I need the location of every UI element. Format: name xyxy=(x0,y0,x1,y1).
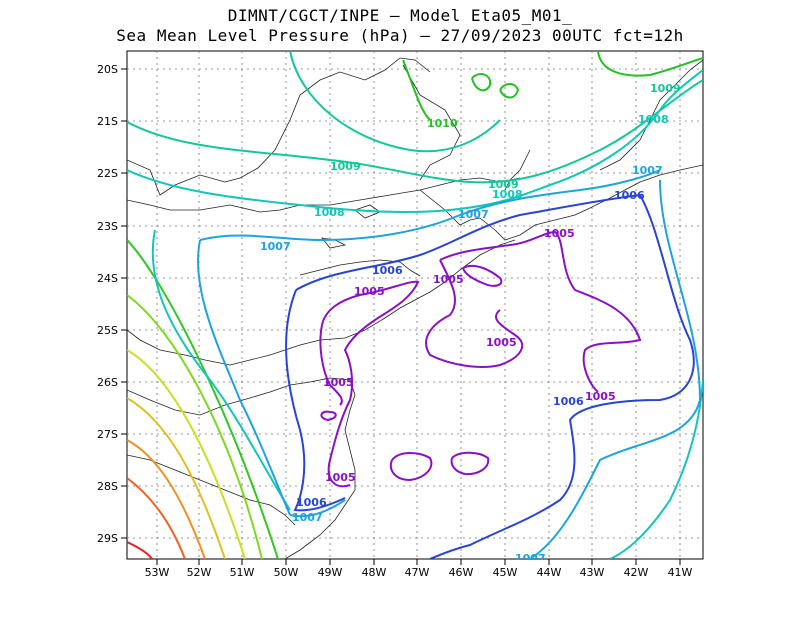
lon-labels: 53W 52W 51W 50W 49W 48W 47W 46W 45W 44W … xyxy=(145,566,693,579)
contour-label: 1006 xyxy=(296,496,327,509)
lon-label: 41W xyxy=(668,566,693,579)
lon-label: 52W xyxy=(187,566,212,579)
lat-label: 22S xyxy=(97,167,118,180)
plot-frame xyxy=(126,50,704,560)
contour-label: 1006 xyxy=(614,189,645,202)
lon-label: 46W xyxy=(449,566,474,579)
contour-label: 1007 xyxy=(292,511,323,524)
contour-label: 1005 xyxy=(486,336,517,349)
contour-label: 1005 xyxy=(544,227,575,240)
lon-label: 47W xyxy=(405,566,430,579)
contour-label: 1009 xyxy=(330,160,361,173)
lat-label: 24S xyxy=(97,272,118,285)
lon-label: 50W xyxy=(274,566,299,579)
chart-title: DIMNT/CGCT/INPE – Model Eta05_M01_ xyxy=(227,6,573,25)
lat-label: 26S xyxy=(97,376,118,389)
contour-label: 1009 xyxy=(488,178,519,191)
contour-label: 1010 xyxy=(427,117,458,130)
lat-label: 29S xyxy=(97,532,118,545)
contour-label: 1005 xyxy=(323,376,354,389)
contour-label: 1007 xyxy=(632,164,663,177)
contour-label: 1005 xyxy=(585,390,616,403)
lon-label: 51W xyxy=(230,566,255,579)
lat-label: 28S xyxy=(97,480,118,493)
contour-label: 1006 xyxy=(372,264,403,277)
contour-label: 1005 xyxy=(433,273,464,286)
tick-marks xyxy=(121,68,681,565)
lat-label: 20S xyxy=(97,63,118,76)
lat-label: 23S xyxy=(97,220,118,233)
contour-label: 1006 xyxy=(553,395,584,408)
lat-label: 27S xyxy=(97,428,118,441)
contour-label: 1008 xyxy=(638,113,669,126)
lat-label: 25S xyxy=(97,324,118,337)
contour-label: 1007 xyxy=(515,552,546,565)
contour-label: 1007 xyxy=(260,240,291,253)
contour-label: 1009 xyxy=(650,82,681,95)
graticule xyxy=(127,51,703,559)
contour-label: 1005 xyxy=(354,285,385,298)
lon-label: 43W xyxy=(580,566,605,579)
lat-labels: 20S 21S 22S 23S 24S 25S 26S 27S 28S 29S xyxy=(97,63,118,545)
lat-label: 21S xyxy=(97,115,118,128)
contour-label: 1007 xyxy=(458,208,489,221)
lon-label: 44W xyxy=(537,566,562,579)
contour-label: 1008 xyxy=(492,188,523,201)
lon-label: 48W xyxy=(362,566,387,579)
lon-label: 45W xyxy=(493,566,518,579)
lon-label: 42W xyxy=(624,566,649,579)
chart-subtitle: Sea Mean Level Pressure (hPa) – 27/09/20… xyxy=(116,26,684,45)
contour-label: 1008 xyxy=(314,206,345,219)
contour-labels: 1010 1009 1009 1009 1008 1008 1008 1007 … xyxy=(260,82,681,565)
lon-label: 53W xyxy=(145,566,170,579)
isobars xyxy=(127,51,703,559)
boundaries xyxy=(127,57,703,559)
contour-label: 1005 xyxy=(325,471,356,484)
lon-label: 49W xyxy=(318,566,343,579)
